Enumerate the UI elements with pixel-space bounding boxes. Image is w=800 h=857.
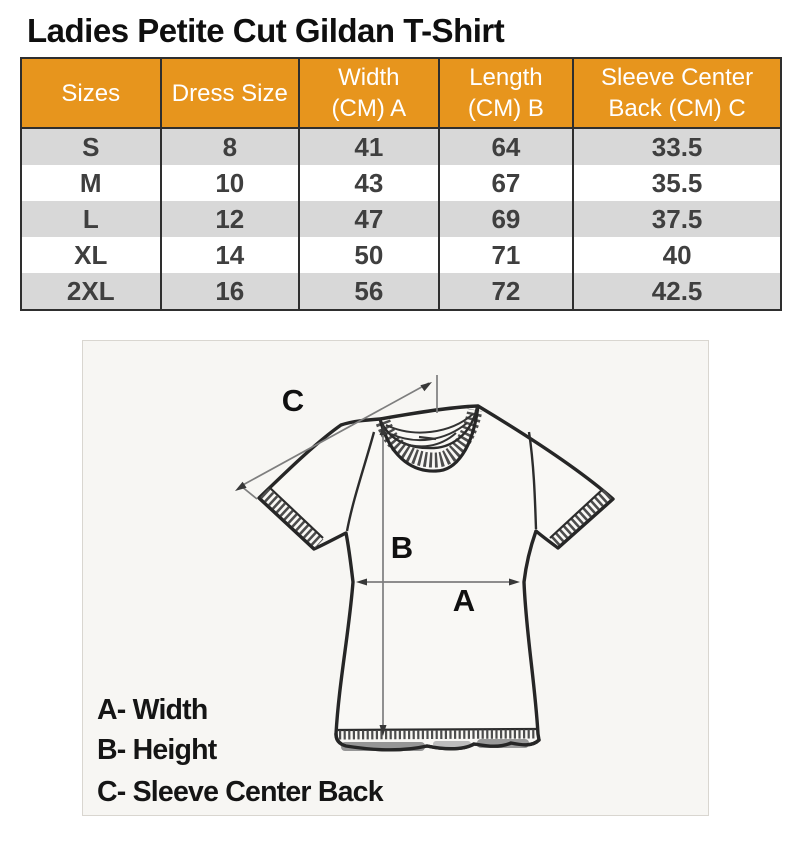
cell-sleeve: 37.5 (572, 201, 780, 237)
measure-label-a: A (453, 583, 475, 618)
cell-dress: 12 (159, 201, 299, 237)
measurement-diagram-box: C B A A- Width B- Height C- Sleeve Cente… (82, 340, 709, 816)
cell-dress: 10 (159, 165, 299, 201)
cell-size: XL (74, 240, 108, 270)
cell-sleeve: 35.5 (572, 165, 780, 201)
header-cell-sleeve-center-back: Sleeve Center Back (CM) C (572, 59, 780, 127)
legend-line-height: B- Height (97, 734, 218, 766)
hem-seam (337, 727, 537, 732)
right-cuff-ribbing (549, 489, 613, 548)
header-cell-sizes: Sizes (61, 79, 121, 107)
cell-size: M (79, 168, 102, 198)
left-cuff-ribbing (259, 488, 324, 549)
left-cuff-seam (268, 486, 324, 539)
cell-sleeve: 33.5 (572, 129, 780, 165)
legend-line-width: A- Width (97, 694, 207, 726)
cell-length: 64 (437, 129, 573, 165)
cell-size: L (82, 204, 99, 234)
header-cell-length: Length (CM) B (437, 59, 573, 127)
cell-width: 47 (298, 201, 438, 237)
hem-shadow-mid (433, 741, 471, 747)
hem-ribbing (338, 729, 536, 740)
cell-sleeve: 42.5 (572, 273, 780, 309)
back-neck-line-1 (385, 413, 474, 434)
table-row-s: S 8 41 64 33.5 (22, 129, 780, 165)
cell-width: 43 (298, 165, 438, 201)
cell-length: 72 (437, 273, 573, 309)
cell-width: 56 (298, 273, 438, 309)
table-row-m: M 10 43 67 35.5 (22, 165, 780, 201)
arrowhead-c-upper (420, 382, 432, 392)
cell-length: 69 (437, 201, 573, 237)
page-title: Ladies Petite Cut Gildan T-Shirt (27, 12, 505, 49)
table-row-l: L 12 47 69 37.5 (22, 201, 780, 237)
header-cell-dress-size: Dress Size (159, 59, 299, 127)
right-cuff-seam (549, 488, 604, 539)
cell-dress: 8 (159, 129, 299, 165)
measure-label-b: B (391, 530, 413, 565)
cell-width: 41 (298, 129, 438, 165)
header-cell-width: Width (CM) A (298, 59, 438, 127)
arrowhead-c-lower (235, 481, 247, 491)
cell-size: S (82, 132, 100, 162)
back-neck-line-3 (399, 432, 457, 448)
collar-ribbing (375, 408, 483, 468)
arrowhead-a-left (356, 578, 367, 586)
right-armhole-seam (527, 431, 538, 530)
arrowhead-b-top (379, 424, 387, 435)
cell-sleeve: 40 (572, 237, 780, 273)
collar-inner-seam (378, 406, 479, 450)
measure-label-c: C (282, 383, 304, 418)
left-armhole-seam (345, 431, 376, 532)
size-table: Sizes Dress Size Width (CM) A Length (CM… (20, 57, 782, 311)
tshirt-diagram-svg: C B A A- Width B- Height C- Sleeve Cente… (97, 375, 615, 808)
cell-dress: 16 (159, 273, 299, 309)
cell-size: 2XL (66, 276, 115, 306)
table-header-row: Sizes Dress Size Width (CM) A Length (CM… (22, 59, 780, 129)
right-cuff-edge (557, 497, 614, 550)
arrowhead-b-bottom (379, 725, 387, 736)
left-cuff-edge (257, 496, 316, 551)
cell-length: 67 (437, 165, 573, 201)
arrowhead-a-right (509, 578, 520, 586)
hem-bottom-edge (334, 732, 541, 752)
table-body: S 8 41 64 33.5 M 10 43 67 35.5 L 12 47 6… (22, 129, 780, 309)
cell-dress: 14 (159, 237, 299, 273)
cell-width: 50 (298, 237, 438, 273)
table-row-xl: XL 14 50 71 40 (22, 237, 780, 273)
cell-length: 71 (437, 237, 573, 273)
collar-outer-arc (378, 404, 480, 473)
collar-tag-mark (418, 435, 437, 441)
table-row-2xl: 2XL 16 56 72 42.5 (22, 273, 780, 309)
legend-line-sleeve: C- Sleeve Center Back (97, 776, 384, 808)
